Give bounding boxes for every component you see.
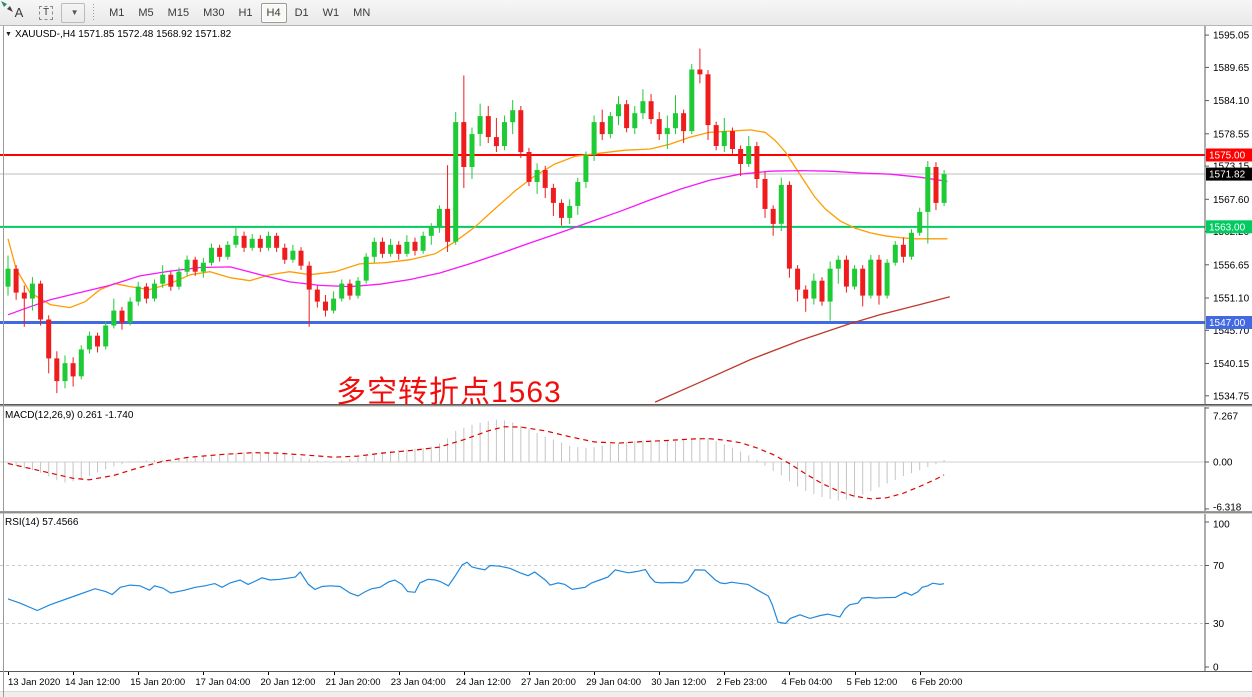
drawing-arrows-button[interactable]: ▼ bbox=[1, 1, 86, 23]
svg-text:1540.15: 1540.15 bbox=[1213, 359, 1250, 370]
tf-button-H4[interactable]: H4 bbox=[260, 2, 287, 23]
tf-button-D1[interactable]: D1 bbox=[294, 6, 309, 19]
rsi-label: RSI(14) 57.4566 bbox=[5, 517, 79, 528]
svg-text:1534.75: 1534.75 bbox=[1213, 391, 1250, 402]
svg-text:1578.55: 1578.55 bbox=[1213, 129, 1250, 140]
svg-text:1556.65: 1556.65 bbox=[1213, 260, 1250, 271]
chart-title: ▼ XAUUSD-,H4 1571.85 1572.48 1568.92 1571… bbox=[5, 29, 231, 40]
time-tick bbox=[463, 672, 465, 675]
time-tick bbox=[789, 672, 791, 675]
time-label: 4 Feb 04:00 bbox=[781, 677, 833, 688]
time-label: 20 Jan 12:00 bbox=[260, 677, 316, 688]
svg-text:1563.00: 1563.00 bbox=[1209, 222, 1246, 233]
rsi-pane[interactable]: RSI(14) 57.4566 100 70 30 0 bbox=[0, 514, 1252, 672]
time-label: 23 Jan 04:00 bbox=[390, 677, 446, 688]
pane-separator[interactable] bbox=[0, 405, 1252, 407]
bottom-strip bbox=[0, 691, 1252, 697]
svg-text:1573.15: 1573.15 bbox=[1213, 162, 1250, 173]
price-chart-canvas[interactable]: 1595.05 1589.65 1584.10 1578.55 1573.15 1567.… bbox=[0, 26, 1252, 405]
time-label: 5 Feb 12:00 bbox=[846, 677, 898, 688]
tf-button-MN[interactable]: MN bbox=[353, 6, 371, 19]
svg-text:1545.70: 1545.70 bbox=[1213, 326, 1250, 337]
time-label: 17 Jan 04:00 bbox=[195, 677, 251, 688]
tf-button-M5[interactable]: M5 bbox=[138, 6, 154, 19]
time-tick bbox=[203, 672, 205, 675]
macd-canvas[interactable]: 7.267 0.00 -6.318 bbox=[0, 407, 1252, 512]
tf-button-M1[interactable]: M1 bbox=[109, 6, 125, 19]
caret-down-icon: ▼ bbox=[70, 8, 79, 17]
time-label: 21 Jan 20:00 bbox=[325, 677, 381, 688]
time-label: 15 Jan 20:00 bbox=[130, 677, 186, 688]
time-tick bbox=[398, 672, 400, 675]
macd-pane[interactable]: MACD(12,26,9) 0.261 -1.740 7.267 0.00 -6.3… bbox=[0, 407, 1252, 512]
svg-text:1551.10: 1551.10 bbox=[1213, 294, 1250, 305]
tf-button-W1[interactable]: W1 bbox=[322, 6, 340, 19]
svg-text:1571.82: 1571.82 bbox=[1209, 170, 1246, 181]
tf-button-M15[interactable]: M15 bbox=[167, 6, 190, 19]
macd-label: MACD(12,26,9) 0.261 -1.740 bbox=[5, 410, 134, 421]
time-tick bbox=[268, 672, 270, 675]
time-tick bbox=[73, 672, 75, 675]
svg-text:100: 100 bbox=[1213, 520, 1230, 531]
time-label: 27 Jan 20:00 bbox=[520, 677, 576, 688]
svg-text:1589.65: 1589.65 bbox=[1213, 63, 1250, 74]
time-tick bbox=[919, 672, 921, 675]
time-tick bbox=[528, 672, 530, 675]
time-label: 30 Jan 12:00 bbox=[651, 677, 707, 688]
chart-annotation: 多空转折点1563 bbox=[336, 376, 562, 409]
rsi-canvas[interactable]: 100 70 30 0 bbox=[0, 514, 1252, 672]
svg-text:0.00: 0.00 bbox=[1213, 458, 1233, 469]
tf-button-H1[interactable]: H1 bbox=[238, 6, 253, 19]
time-tick bbox=[659, 672, 661, 675]
chart-title-text: XAUUSD-,H4 1571.85 1572.48 1568.92 1571.… bbox=[14, 29, 232, 40]
font-a-icon: A bbox=[14, 5, 24, 20]
window-left-frame bbox=[3, 26, 4, 697]
svg-text:7.267: 7.267 bbox=[1213, 412, 1238, 423]
time-tick bbox=[594, 672, 596, 675]
time-label: 2 Feb 23:00 bbox=[716, 677, 768, 688]
timeframe-buttons: M1 M5 M15 M30 H1 H4 D1 W1 MN bbox=[102, 2, 377, 23]
svg-text:1575.00: 1575.00 bbox=[1209, 151, 1246, 162]
svg-text:1547.00: 1547.00 bbox=[1209, 318, 1246, 329]
text-cursor-icon: T bbox=[39, 5, 54, 20]
time-label: 13 Jan 2020 bbox=[8, 677, 61, 688]
text-box-tool-button[interactable]: T bbox=[33, 3, 59, 23]
time-label: 6 Feb 20:00 bbox=[911, 677, 963, 688]
svg-text:30: 30 bbox=[1213, 619, 1225, 630]
time-tick bbox=[8, 672, 9, 675]
svg-text:1584.10: 1584.10 bbox=[1213, 96, 1250, 107]
toolbar-grip[interactable] bbox=[92, 3, 97, 22]
text-label-tool-button[interactable]: A bbox=[7, 3, 31, 23]
svg-text:70: 70 bbox=[1213, 561, 1225, 572]
svg-text:1595.05: 1595.05 bbox=[1213, 31, 1250, 42]
svg-text:0: 0 bbox=[1213, 663, 1219, 673]
toolbar: A T ▼ M1 M5 M15 M30 H1 H4 D1 W1 MN bbox=[0, 0, 1252, 26]
time-tick bbox=[854, 672, 856, 675]
main-chart-pane[interactable]: ▼ XAUUSD-,H4 1571.85 1572.48 1568.92 1571… bbox=[0, 26, 1252, 409]
svg-text:-6.318: -6.318 bbox=[1213, 503, 1242, 513]
time-tick bbox=[138, 672, 140, 675]
time-tick bbox=[724, 672, 726, 675]
time-axis[interactable]: 13 Jan 2020 14 Jan 12:00 15 Jan 20:00 17 Ja… bbox=[0, 672, 1252, 697]
time-label: 14 Jan 12:00 bbox=[65, 677, 121, 688]
svg-text:1567.60: 1567.60 bbox=[1213, 195, 1250, 206]
pane-separator[interactable] bbox=[0, 512, 1252, 514]
symbol-dropdown-icon[interactable]: ▼ bbox=[5, 31, 12, 38]
time-tick bbox=[333, 672, 335, 675]
time-label: 29 Jan 04:00 bbox=[586, 677, 642, 688]
time-label: 24 Jan 12:00 bbox=[455, 677, 511, 688]
tf-button-M30[interactable]: M30 bbox=[203, 6, 225, 19]
